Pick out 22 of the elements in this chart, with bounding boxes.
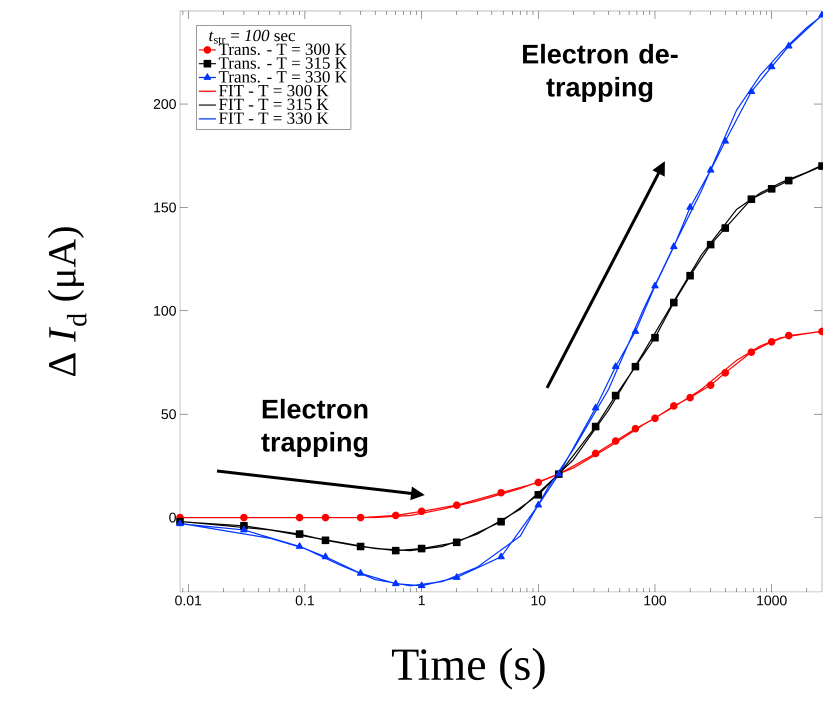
x-tick-label: 0.01: [175, 596, 202, 606]
y-axis-title: Δ I$_{d}$ (μA): [48, 227, 87, 376]
annotation: Electron trapping: [261, 398, 368, 458]
legend-label: Trans. - T = 330 K: [218, 71, 347, 83]
legend-label: Trans. - T = 300 K: [218, 44, 347, 56]
annotation: Electron de-trapping: [523, 44, 678, 102]
x-tick-label: 1000: [757, 596, 787, 606]
legend-label: FIT - T = 315 K: [219, 98, 328, 110]
y-tick-label: 150: [154, 202, 176, 212]
y-tick-label: 100: [154, 306, 176, 316]
legend-label: Trans. - T = 315 K: [218, 57, 347, 69]
x-tick-label: 10: [532, 596, 546, 606]
y-tick-label: 0: [169, 512, 176, 523]
y-tick-label: 200: [154, 99, 176, 109]
legend-label: FIT - T = 330 K: [219, 112, 328, 124]
legend-title: t$_{str}$ = 100 sec: [209, 30, 296, 44]
legend-label: FIT - T = 300 K: [219, 84, 328, 96]
x-tick-label: 100: [644, 596, 666, 606]
y-tick-label: 50: [161, 409, 176, 420]
x-tick-label: 1: [418, 596, 425, 606]
x-tick-label: 0.1: [296, 596, 314, 606]
x-axis-title: Time (s): [392, 648, 545, 690]
